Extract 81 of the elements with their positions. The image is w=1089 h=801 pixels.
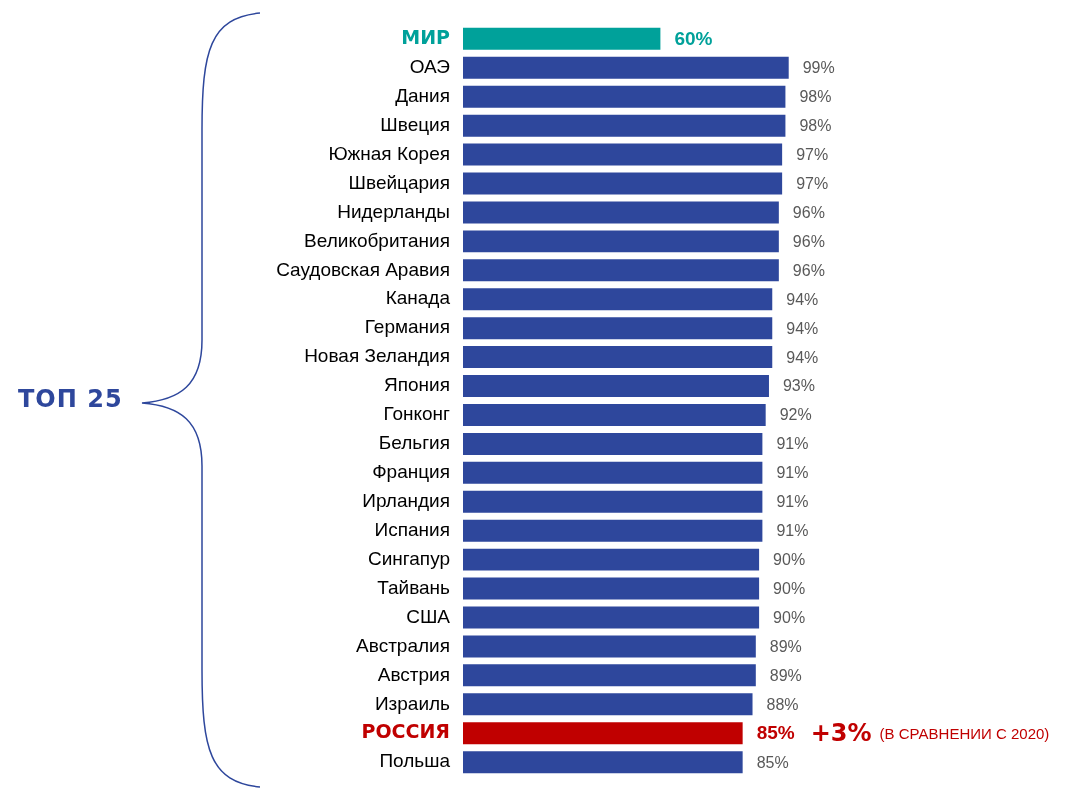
y-tick-label: Новая Зеландия <box>304 345 450 367</box>
y-tick-label: Япония <box>384 374 450 396</box>
y-tick-label: Бельгия <box>378 432 450 454</box>
data-label: 90% <box>773 608 806 626</box>
bar <box>463 693 753 716</box>
y-tick-label: Тайвань <box>377 576 451 598</box>
text: ТОП 25 <box>18 385 123 413</box>
y-tick-label: Австрия <box>377 663 450 685</box>
bar <box>463 85 786 108</box>
data-label: 91% <box>776 493 809 511</box>
bar <box>463 722 743 745</box>
bar <box>463 432 763 455</box>
data-label: 96% <box>792 203 825 221</box>
data-label: 97% <box>796 174 829 192</box>
y-tick-label: Франция <box>372 461 450 483</box>
data-label: 94% <box>786 348 819 366</box>
y-tick-label: МИР <box>401 25 451 48</box>
y-tick-label: ОАЭ <box>409 56 450 78</box>
bar <box>463 346 773 369</box>
bar <box>463 664 756 687</box>
bar <box>463 606 760 629</box>
data-label: 91% <box>776 464 809 482</box>
y-tick-label: Испания <box>374 518 450 540</box>
bar <box>463 114 786 137</box>
bar <box>463 519 763 542</box>
bar <box>463 751 743 774</box>
bar <box>463 288 773 311</box>
data-label: 94% <box>786 319 819 337</box>
data-label: 60% <box>674 28 713 50</box>
bar <box>463 635 756 658</box>
text: (В СРАВНЕНИИ С 2020) <box>879 725 1050 743</box>
data-label: 97% <box>796 145 829 163</box>
y-tick-label: Великобритания <box>304 229 450 251</box>
y-tick-label: Польша <box>379 750 451 772</box>
bar <box>463 143 783 166</box>
y-tick-label: Саудовская Аравия <box>276 258 450 280</box>
y-tick-label: Ирландия <box>362 489 450 511</box>
data-label: 99% <box>802 59 835 77</box>
y-tick-label: Дания <box>395 84 450 106</box>
data-label: 96% <box>792 261 825 279</box>
bar <box>463 230 779 253</box>
data-label: 90% <box>773 579 806 597</box>
bar <box>463 375 769 398</box>
data-label: 85% <box>756 722 795 744</box>
text: +3% <box>810 719 872 748</box>
data-label: 85% <box>756 753 789 771</box>
data-label: 98% <box>799 88 832 106</box>
data-label: 94% <box>786 290 819 308</box>
y-tick-label: Швеция <box>380 113 450 135</box>
y-tick-label: Южная Корея <box>328 142 450 164</box>
data-label: 91% <box>776 435 809 453</box>
y-tick-label: Нидерланды <box>337 200 450 222</box>
y-tick-label: Австралия <box>356 634 450 656</box>
y-tick-label: Германия <box>364 316 450 338</box>
data-label: 96% <box>792 232 825 250</box>
y-tick-label: Сингапур <box>367 547 450 569</box>
bar <box>463 201 779 224</box>
bar <box>463 27 661 50</box>
data-label: 93% <box>782 377 815 395</box>
y-tick-label: Израиль <box>374 692 451 714</box>
data-label: 89% <box>769 637 802 655</box>
bar <box>463 56 789 79</box>
y-tick-label: Швейцария <box>348 171 450 193</box>
bar <box>463 490 763 513</box>
bar <box>463 548 760 571</box>
y-tick-label: США <box>406 605 451 627</box>
y-tick-label: Канада <box>385 287 451 309</box>
bar <box>463 461 763 484</box>
data-label: 98% <box>799 117 832 135</box>
bar <box>463 259 779 282</box>
bar <box>463 172 783 195</box>
data-label: 92% <box>779 406 812 424</box>
data-label: 88% <box>766 695 799 713</box>
data-label: 91% <box>776 522 809 540</box>
data-label: 89% <box>769 666 802 684</box>
bar <box>463 403 766 426</box>
y-tick-label: РОССИЯ <box>361 720 450 743</box>
data-label: 90% <box>773 551 806 569</box>
y-tick-label: Гонконг <box>383 403 451 425</box>
bar <box>463 577 760 600</box>
bar <box>463 317 773 340</box>
